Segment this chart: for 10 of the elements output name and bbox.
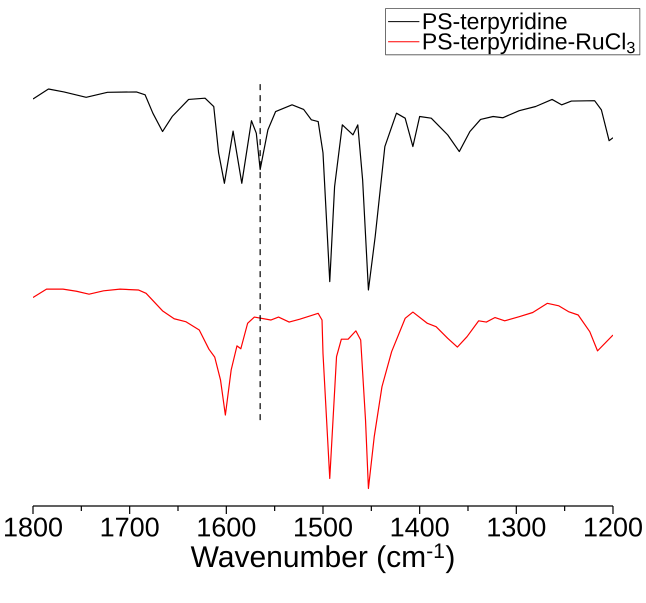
x-tick-label: 1200	[585, 518, 642, 537]
x-tick-label: 1700	[102, 518, 159, 537]
legend-label: PS-terpyridine-RuCl$_{3}$	[424, 32, 635, 54]
x-tick-label: 1800	[5, 518, 62, 537]
x-tick-label: 1300	[488, 518, 546, 537]
x-axis-title: Wavenumber (cm$^{-1}$)	[190, 544, 454, 574]
x-tick-label: 1500	[295, 518, 352, 537]
legend-label: PS-terpyridine	[424, 12, 567, 34]
x-tick-label: 1400	[392, 518, 449, 537]
x-tick-label: 1600	[198, 518, 256, 537]
